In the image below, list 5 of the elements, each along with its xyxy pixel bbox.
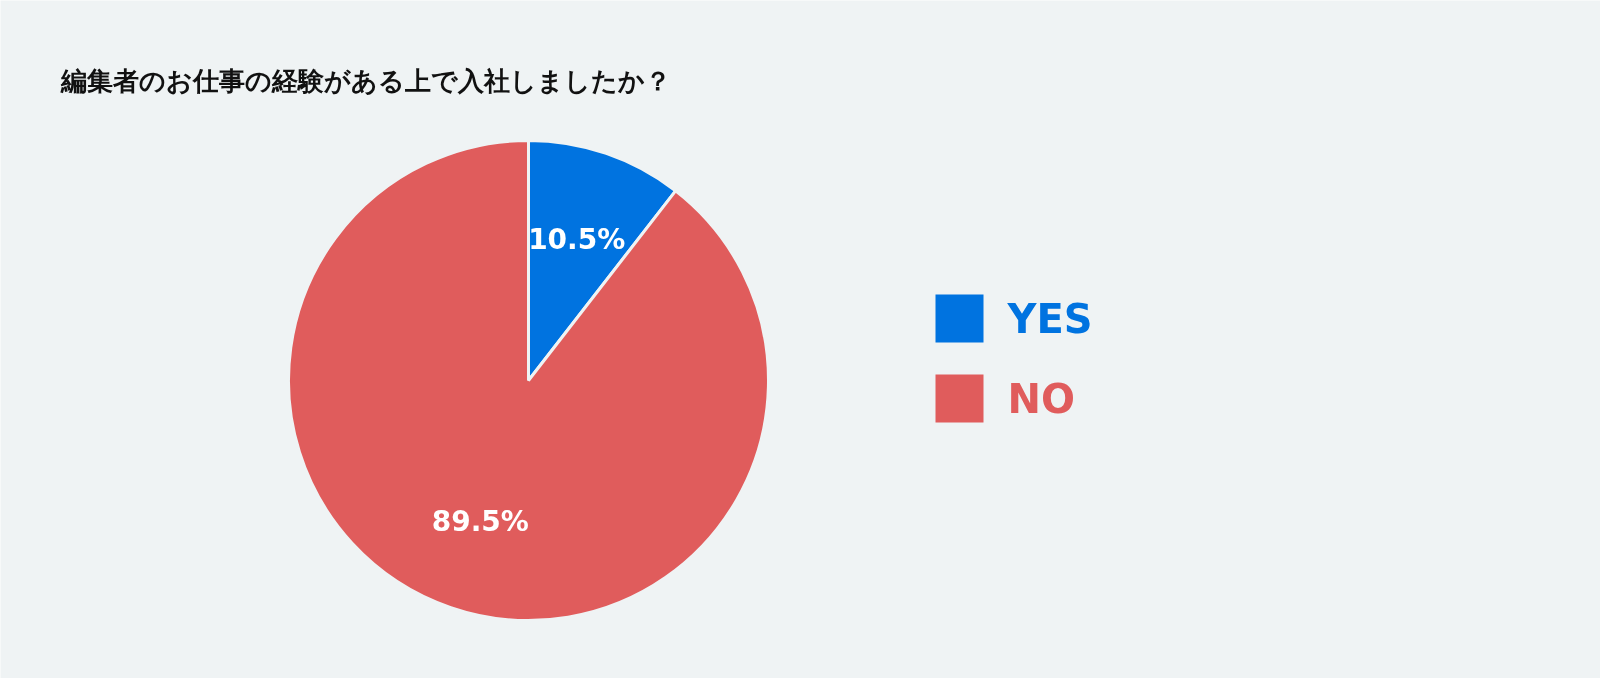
data-label: 89.5%	[431, 504, 529, 538]
data-label: 10.5%	[528, 223, 626, 257]
chart-title: 編集者のお仕事の経験がある上で入社しましたか？	[59, 65, 671, 96]
legend-label: NO	[1007, 375, 1075, 422]
legend-label: YES	[1006, 295, 1093, 342]
